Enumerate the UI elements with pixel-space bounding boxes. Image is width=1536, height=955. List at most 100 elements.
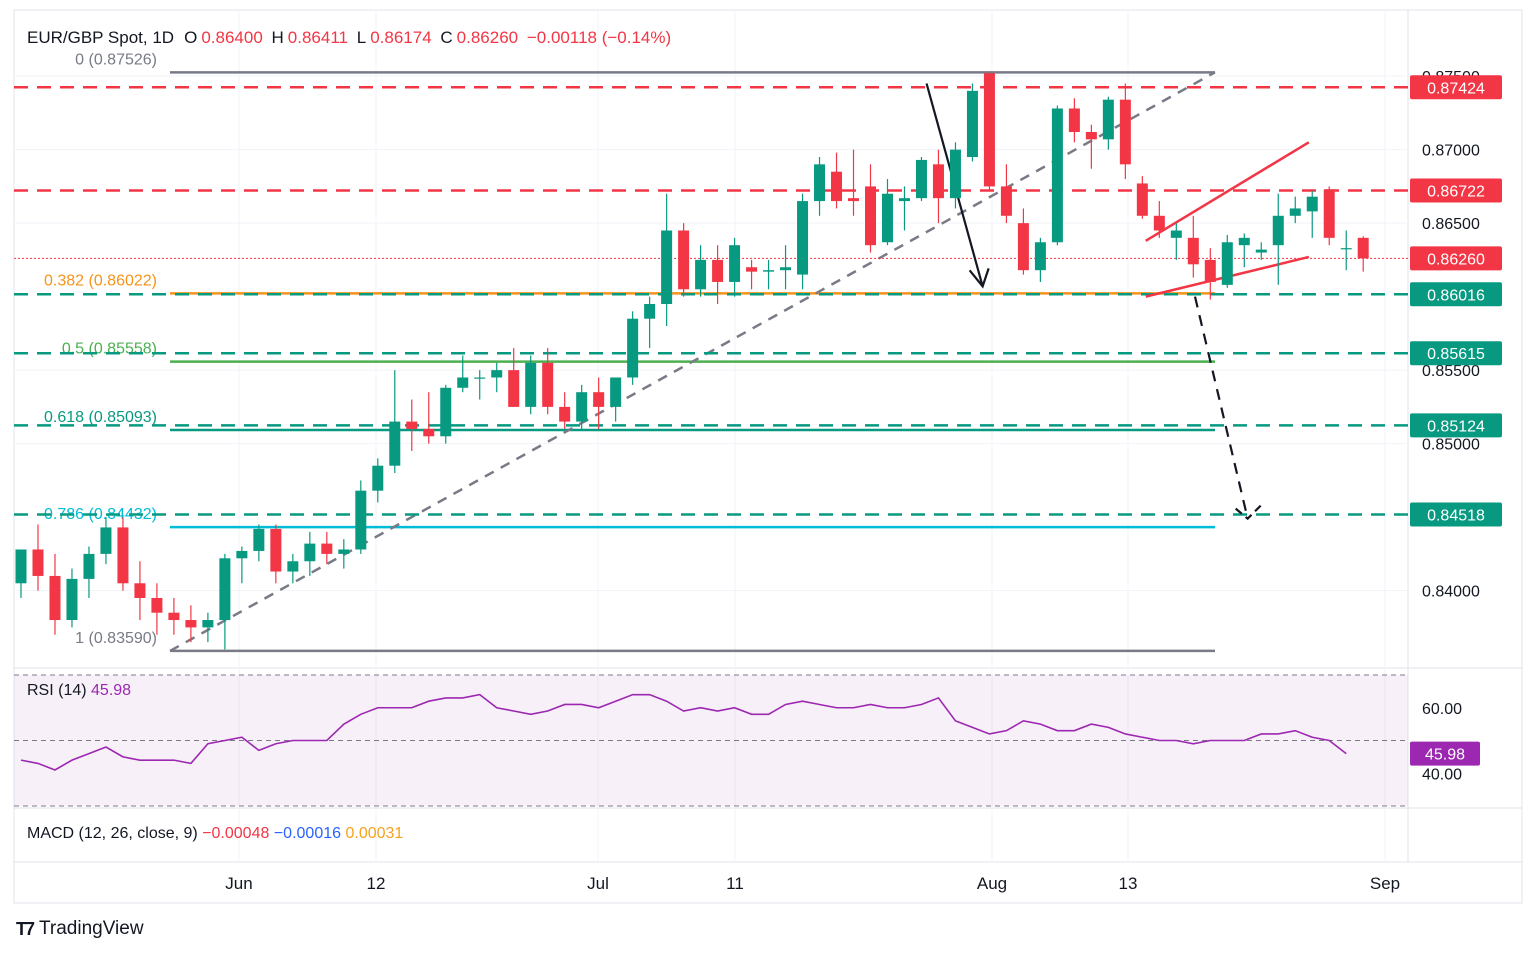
candle-body [117, 527, 129, 584]
price-tick-label: 0.86500 [1422, 216, 1480, 233]
candle [949, 142, 961, 209]
candle-body [1153, 215, 1165, 231]
rsi-tick-label: 40.00 [1422, 766, 1462, 783]
candle-body [1204, 259, 1216, 282]
candle [576, 384, 588, 429]
candle [610, 377, 622, 422]
candle [644, 296, 656, 349]
candle [15, 549, 27, 598]
grid [13, 9, 1523, 904]
candle-body [661, 230, 673, 304]
candle [202, 612, 214, 643]
candle [355, 480, 367, 554]
horizontal-levels[interactable] [14, 86, 1408, 516]
candle [406, 399, 418, 451]
candle [168, 597, 180, 635]
candle [338, 539, 350, 569]
candle [1255, 242, 1267, 260]
time-tick-label: Sep [1370, 874, 1400, 893]
time-axis[interactable]: Jun 12 Jul 11 Aug 13 Sep [225, 874, 1400, 893]
level-price-tag-bg [1410, 502, 1502, 527]
candle-body [219, 558, 231, 621]
candle [1357, 236, 1369, 272]
candle-body [270, 528, 282, 572]
candle-body [1272, 215, 1284, 246]
high-value: 0.86411 [287, 28, 348, 47]
candle-body [1017, 223, 1029, 271]
candle-body [83, 553, 95, 579]
candle [983, 71, 995, 191]
candle-body [440, 387, 452, 437]
candle [865, 164, 876, 253]
macd-header[interactable]: MACD (12, 26, close, 9) −0.00048 −0.0001… [27, 825, 403, 843]
rsi-header[interactable]: RSI (14) 45.98 [27, 682, 131, 700]
candle-body [949, 149, 961, 199]
macd-title: MACD (12, 26, close, 9) [27, 825, 198, 842]
candle-body [168, 612, 180, 621]
time-tick-label: 12 [367, 874, 386, 893]
tradingview-logo[interactable]: T7 TradingView [16, 918, 144, 940]
close-value: 0.86260 [456, 28, 519, 47]
candle [491, 362, 503, 393]
symbol-label[interactable]: EUR/GBP Spot, 1D [27, 28, 175, 47]
candle-body [304, 543, 316, 562]
fib-level-label: 1 (0.83590) [75, 630, 157, 647]
candle-body [966, 90, 978, 157]
level-price-tag-bg [1410, 75, 1502, 100]
rsi-pane[interactable]: 60.00 40.00 45.98 [14, 674, 1480, 807]
fib-level-label: 0.618 (0.85093) [44, 409, 157, 426]
candle [881, 179, 893, 246]
low-label: L [356, 28, 367, 47]
candle [1000, 164, 1012, 224]
candle-body [491, 370, 503, 378]
time-tick-label: Jun [225, 874, 252, 893]
candle-body [746, 267, 758, 272]
candle-body [1000, 186, 1012, 216]
candle [559, 392, 571, 429]
level-price-tag: 0.84518 [1427, 507, 1485, 524]
last-price-tag-bg [1410, 246, 1502, 271]
candle [966, 83, 978, 162]
candle [898, 186, 910, 231]
candle-body [1340, 248, 1352, 250]
candle [1238, 233, 1250, 268]
candle-body [185, 620, 197, 628]
candle-body [236, 550, 248, 559]
candle-body [338, 549, 350, 554]
candle-body [1068, 108, 1080, 132]
candle [83, 546, 95, 598]
candle [321, 531, 333, 565]
candle-body [576, 392, 588, 422]
candle [1017, 208, 1029, 275]
candle-body [1323, 189, 1335, 238]
close-label: C [440, 28, 453, 47]
trend-drawings[interactable] [925, 83, 1310, 521]
brand-name: TradingView [39, 918, 144, 939]
candle [440, 384, 452, 444]
candle [219, 553, 231, 650]
candle-body [508, 370, 520, 407]
candle [1340, 230, 1352, 271]
rsi-tick-label: 60.00 [1422, 701, 1462, 718]
candle [134, 561, 146, 621]
fib-level-label: 0.786 (0.84432) [44, 506, 157, 523]
candle [1306, 190, 1318, 238]
candle-body [1051, 108, 1063, 243]
fib-level-label: 0.382 (0.86022) [44, 272, 157, 289]
candle-body [932, 164, 944, 199]
candle [1068, 98, 1080, 143]
candle-body [202, 620, 214, 628]
candle-body [100, 527, 112, 554]
candle [814, 156, 826, 216]
candle [151, 583, 163, 635]
candle-body [15, 549, 27, 584]
candle-body [287, 561, 299, 572]
candlestick-series [15, 71, 1369, 650]
level-price-tag-bg [1410, 413, 1502, 438]
candle-body [831, 171, 843, 202]
candle [1102, 96, 1114, 150]
candle [1034, 237, 1046, 282]
drop-arrow-head [968, 268, 990, 289]
chart-frame [13, 9, 1523, 904]
